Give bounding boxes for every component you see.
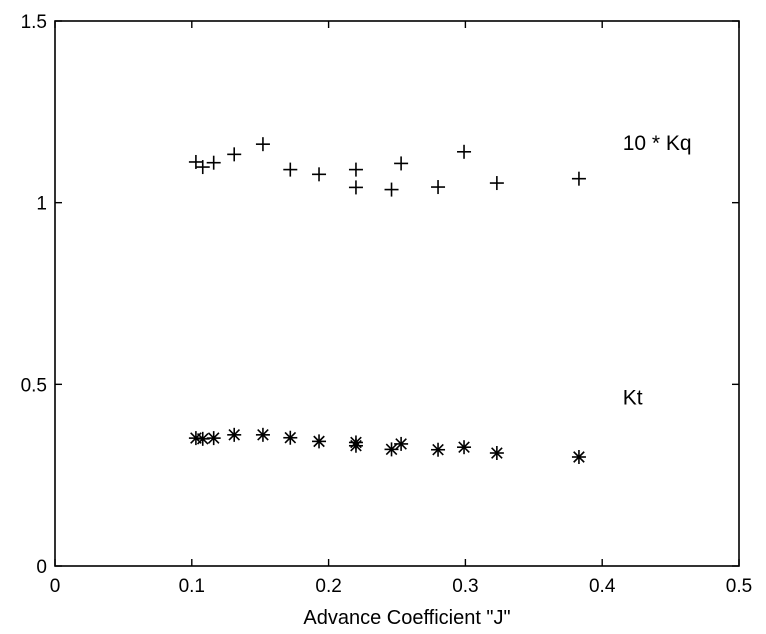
y-tick-label: 0 [36, 557, 47, 578]
kq-point [394, 156, 409, 171]
x-tick-label: 0.1 [179, 576, 205, 597]
y-tick-label: 1.5 [21, 12, 47, 33]
kt-point [571, 450, 586, 464]
kt-point [457, 440, 472, 455]
kq-point [206, 155, 221, 170]
kq-series-label: 10 * Kq [623, 132, 692, 155]
kt-point [255, 427, 270, 442]
kq-point [457, 144, 472, 159]
kq-point [348, 162, 363, 177]
kq-point [227, 147, 242, 162]
kq-point [283, 162, 298, 177]
x-tick-label: 0 [50, 576, 61, 597]
series-labels: 10 * Kq Kt [623, 132, 692, 409]
kt-point [394, 436, 409, 451]
kt-point [489, 446, 504, 461]
y-tick-label: 1 [36, 194, 47, 215]
kq-point [571, 171, 586, 186]
x-tick-label: 0.2 [315, 576, 341, 597]
y-axis: 0 0.5 1 1.5 [21, 12, 739, 578]
plot-area [54, 20, 740, 567]
kt-point [348, 438, 363, 453]
kt-point [431, 442, 446, 457]
kq-point [312, 167, 327, 182]
x-axis-title: Advance Coefficient "J" [303, 607, 510, 629]
x-tick-label: 0.5 [726, 576, 752, 597]
kq-point [384, 182, 399, 197]
data-points [188, 137, 586, 464]
kq-point [255, 137, 270, 152]
kt-point [206, 431, 221, 446]
kt-point [227, 427, 242, 442]
x-axis: 0 0.1 0.2 0.3 0.4 0.5 [50, 21, 752, 597]
y-tick-label: 0.5 [21, 375, 47, 396]
kq-point [348, 180, 363, 195]
x-tick-label: 0.3 [452, 576, 478, 597]
kq-point [195, 160, 210, 175]
kq-point [431, 180, 446, 195]
kt-point [312, 434, 327, 449]
kq-point [489, 176, 504, 191]
kt-point [283, 430, 298, 445]
kt-series-label: Kt [623, 386, 643, 409]
x-tick-label: 0.4 [589, 576, 616, 597]
